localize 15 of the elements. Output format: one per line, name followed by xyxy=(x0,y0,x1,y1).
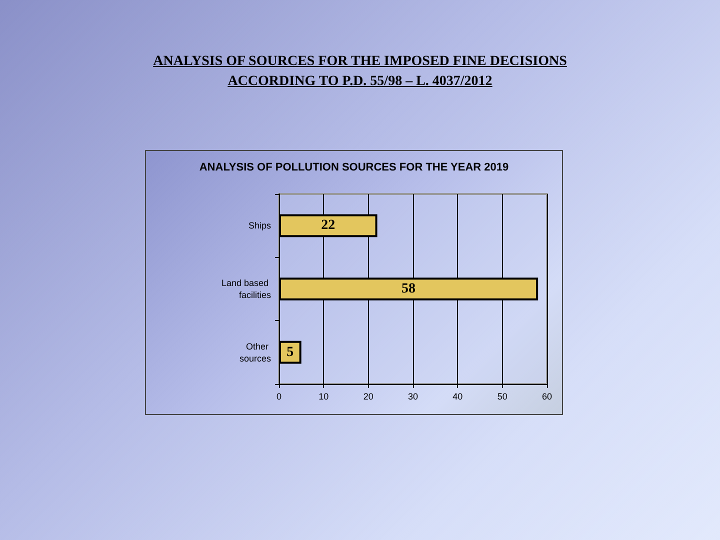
data-label: 58 xyxy=(402,282,416,296)
y-tick-label: Other sources xyxy=(239,341,272,364)
y-tick-label: Land based facilities xyxy=(221,278,272,300)
x-tick-label: 60 xyxy=(542,392,552,402)
chart-subtitle: ANALYSIS OF POLLUTION SOURCES FOR THE YEAR 2019 xyxy=(199,162,509,174)
x-tick-label: 0 xyxy=(276,392,282,402)
x-tick-label: 30 xyxy=(408,392,418,402)
x-tick-label: 50 xyxy=(497,392,508,402)
data-label: 22 xyxy=(321,218,336,234)
x-tick-label: 10 xyxy=(318,392,329,402)
x-tick-label: 40 xyxy=(452,392,463,402)
y-tick-label: Ships xyxy=(248,220,272,231)
chart-title: ANALYSIS OF SOURCES FOR THE IMPOSED FINE DECISIONS ACCORDING TO P.D. 55/98 – L. 4037/2012 xyxy=(152,53,568,91)
x-tick-label: 20 xyxy=(363,392,374,402)
data-label: 5 xyxy=(286,344,294,360)
